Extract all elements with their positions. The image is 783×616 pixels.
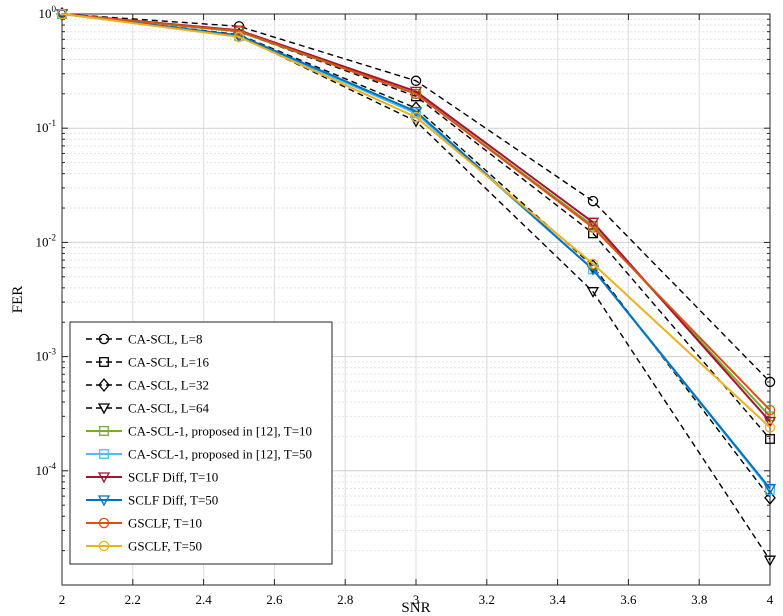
legend-marker	[99, 357, 109, 367]
y-tick-label: 10-1	[36, 118, 57, 135]
y-axis-label: FER	[10, 286, 26, 314]
legend-label: CA-SCL, L=64	[128, 401, 210, 416]
legend-marker	[98, 377, 110, 393]
series-line	[61, 13, 771, 429]
series-line	[61, 13, 771, 440]
y-tick-label: 10-2	[36, 232, 57, 249]
legend-marker	[98, 517, 110, 529]
x-tick-label: 2.4	[195, 592, 212, 607]
legend-label: CA-SCL, L=8	[128, 332, 203, 347]
y-tick-exponent: -3	[49, 347, 57, 357]
legend-label: SCLF Diff, T=50	[128, 493, 218, 508]
data-point	[586, 264, 600, 276]
legend-marker	[98, 540, 110, 552]
x-tick-label: 2.8	[337, 592, 353, 607]
x-tick-label: 3	[413, 592, 420, 607]
legend-marker	[97, 495, 111, 507]
data-point	[763, 555, 777, 567]
y-tick-base: 10	[36, 349, 49, 364]
data-point	[764, 422, 776, 433]
legend-item: CA-SCL, L=8	[86, 332, 203, 347]
legend-item: CA-SCL-1, proposed in [12], T=10	[86, 424, 312, 439]
legend-label: CA-SCL, L=32	[128, 378, 209, 393]
legend-marker	[97, 403, 111, 415]
data-point	[765, 434, 775, 444]
data-point	[586, 287, 600, 299]
data-point	[763, 483, 777, 495]
x-tick-label: 3.2	[479, 592, 495, 607]
legend-label: CA-SCL-1, proposed in [12], T=10	[128, 424, 312, 439]
y-tick-label: 10-4	[36, 461, 57, 478]
x-tick-label: 2	[59, 592, 66, 607]
legend-marker	[97, 472, 111, 484]
y-tick-base: 10	[39, 6, 52, 21]
data-point	[409, 106, 423, 118]
data-point	[410, 75, 422, 87]
series-line	[61, 13, 771, 383]
data-point	[56, 8, 68, 20]
data-point	[764, 490, 776, 505]
data-point	[587, 195, 599, 207]
data-series	[55, 6, 777, 567]
legend-marker	[99, 449, 109, 459]
series-10	[56, 8, 776, 433]
data-point	[233, 31, 245, 43]
y-tick-label: 100	[39, 4, 57, 21]
legend-item: SCLF Diff, T=10	[86, 470, 218, 485]
y-tick-base: 10	[36, 234, 49, 249]
series-line	[61, 13, 771, 490]
legend-label: GSCLF, T=50	[128, 539, 202, 554]
data-point	[764, 404, 776, 416]
legend-item: CA-SCL-1, proposed in [12], T=50	[86, 447, 312, 462]
legend-label: GSCLF, T=10	[128, 516, 202, 531]
data-point	[764, 376, 776, 388]
data-point	[587, 258, 599, 270]
x-tick-label: 3.6	[620, 592, 637, 607]
y-tick-base: 10	[36, 120, 49, 135]
legend: CA-SCL, L=8 CA-SCL, L=16 CA-SCL, L=32 CA-SC…	[69, 321, 333, 565]
data-point	[587, 222, 599, 233]
y-tick-exponent: -2	[49, 232, 57, 242]
legend-label: CA-SCL-1, proposed in [12], T=50	[128, 447, 312, 462]
legend-item: GSCLF, T=10	[86, 516, 202, 531]
legend-marker	[98, 333, 110, 345]
series-line	[61, 13, 771, 411]
legend-label: SCLF Diff, T=10	[128, 470, 218, 485]
x-axis-label: SNR	[401, 600, 430, 616]
legend-item: GSCLF, T=50	[86, 539, 202, 554]
x-tick-label: 2.6	[266, 592, 283, 607]
legend-label: CA-SCL, L=16	[128, 355, 210, 370]
x-tick-label: 3.4	[549, 592, 566, 607]
data-point	[587, 259, 599, 274]
legend-item: CA-SCL, L=32	[86, 378, 209, 393]
y-tick-label: 10-3	[36, 347, 57, 364]
x-tick-label: 2.2	[125, 592, 141, 607]
legend-item: CA-SCL, L=16	[86, 355, 210, 370]
legend-item: SCLF Diff, T=50	[86, 493, 218, 508]
legend-marker	[99, 426, 109, 436]
data-point	[410, 111, 422, 123]
y-tick-base: 10	[36, 463, 49, 478]
data-point	[233, 25, 245, 37]
data-point	[763, 416, 777, 428]
x-tick-label: 3.8	[691, 592, 707, 607]
x-tick-label: 4	[767, 592, 774, 607]
legend-item: CA-SCL, L=64	[86, 401, 210, 416]
data-point	[410, 88, 422, 100]
y-tick-exponent: -4	[49, 461, 57, 471]
y-tick-exponent: 0	[52, 4, 57, 14]
data-point	[586, 217, 600, 229]
y-tick-exponent: -1	[49, 118, 57, 128]
axis-ticks: 2 2.2 2.4 2.6 2.8 3 3.2 3.4 3.6 3.8 410010-110-210…	[36, 4, 774, 607]
